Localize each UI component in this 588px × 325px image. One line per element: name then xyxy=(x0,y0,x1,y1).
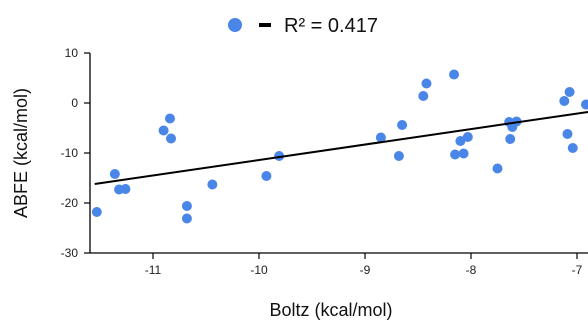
y-tick-label: -30 xyxy=(61,246,79,260)
x-tick-label: -10 xyxy=(250,263,268,277)
data-point xyxy=(492,163,503,174)
legend: R² = 0.417 xyxy=(228,15,378,37)
legend-marker xyxy=(228,18,242,32)
x-ticks: -11 -10 -9 -8 -7 xyxy=(145,253,583,277)
x-tick-label: -8 xyxy=(466,263,477,277)
data-point xyxy=(397,120,408,130)
data-point xyxy=(581,99,588,110)
data-point xyxy=(450,149,461,160)
data-points xyxy=(91,69,588,224)
x-tick-label: -7 xyxy=(572,263,583,277)
data-point xyxy=(181,201,192,211)
regression-line xyxy=(94,111,588,185)
x-tick-label: -9 xyxy=(360,263,371,277)
y-tick-label: -10 xyxy=(61,146,79,160)
data-point xyxy=(120,184,131,194)
y-tick-label: -20 xyxy=(61,196,79,210)
data-point xyxy=(462,132,473,142)
data-point xyxy=(181,213,192,224)
y-tick-label: 10 xyxy=(65,46,79,60)
data-point xyxy=(393,151,404,161)
data-point xyxy=(449,69,460,80)
x-tick-label: -11 xyxy=(145,263,162,277)
data-point xyxy=(164,113,175,124)
data-point xyxy=(562,129,573,139)
data-point xyxy=(109,169,120,179)
x-axis-title: Boltz (kcal/mol) xyxy=(269,300,392,320)
data-point xyxy=(207,179,218,190)
y-tick-label: 0 xyxy=(71,96,78,110)
data-point xyxy=(418,91,429,101)
plot-area: 10 0 -10 -20 -30 -11 -10 -9 -8 -7 xyxy=(61,46,588,277)
data-point xyxy=(274,151,285,161)
data-point xyxy=(505,134,516,144)
data-point xyxy=(166,133,177,144)
data-point xyxy=(564,87,575,97)
data-point xyxy=(559,96,570,106)
y-ticks: 10 0 -10 -20 -30 xyxy=(61,46,90,260)
data-point xyxy=(455,136,466,146)
data-point xyxy=(158,125,169,136)
y-axis-title: ABFE (kcal/mol) xyxy=(11,88,31,218)
data-point xyxy=(261,171,272,181)
data-point xyxy=(567,143,578,153)
data-point xyxy=(91,207,102,217)
data-point xyxy=(375,132,386,143)
data-point xyxy=(421,78,432,89)
legend-line xyxy=(259,23,271,27)
data-point xyxy=(458,148,469,159)
legend-label: R² = 0.417 xyxy=(284,15,378,37)
